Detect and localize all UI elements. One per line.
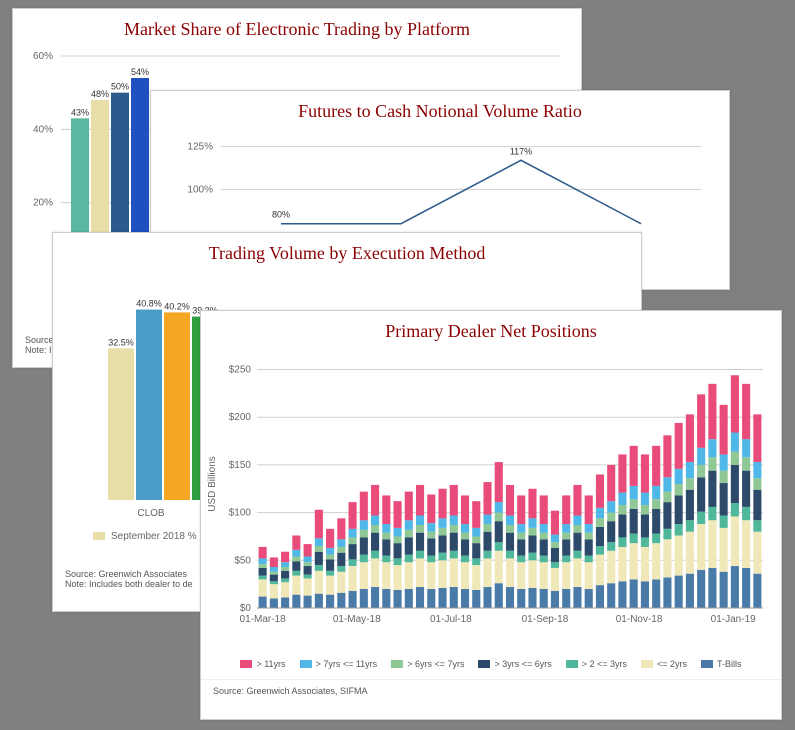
primary-dealer-source: Source: Greenwich Associates, SIFMA <box>201 679 781 700</box>
legend-swatch <box>391 660 403 668</box>
svg-text:01-Sep-18: 01-Sep-18 <box>522 614 569 625</box>
svg-text:USD Billions: USD Billions <box>207 456 218 512</box>
primary-dealer-title: Primary Dealer Net Positions <box>201 311 781 348</box>
svg-text:CLOB: CLOB <box>137 508 165 519</box>
svg-text:40.8%: 40.8% <box>136 299 162 309</box>
svg-text:50%: 50% <box>111 82 129 92</box>
legend-swatch <box>701 660 713 668</box>
legend-label: <= 2yrs <box>657 659 687 669</box>
svg-text:$250: $250 <box>229 365 252 376</box>
legend-swatch <box>566 660 578 668</box>
primary-dealer-chart: $0 $50 $100 $150 $200 $250 USD Billions 01-Mar-… <box>201 348 783 648</box>
svg-text:01-May-18: 01-May-18 <box>333 614 381 625</box>
svg-text:01-Mar-18: 01-Mar-18 <box>240 614 287 625</box>
svg-text:40.2%: 40.2% <box>164 301 190 311</box>
svg-text:32.5%: 32.5% <box>108 337 134 347</box>
legend-item: > 11yrs <box>240 659 285 669</box>
market-share-title: Market Share of Electronic Trading by Pl… <box>13 9 581 46</box>
svg-text:125%: 125% <box>187 142 213 153</box>
legend-item: > 6yrs <= 7yrs <box>391 659 464 669</box>
svg-text:60%: 60% <box>33 51 53 62</box>
legend-item: > 3yrs <= 6yrs <box>478 659 551 669</box>
legend-swatch <box>300 660 312 668</box>
svg-text:40%: 40% <box>33 124 53 135</box>
legend-label: > 3yrs <= 6yrs <box>494 659 551 669</box>
svg-text:$150: $150 <box>229 460 252 471</box>
svg-text:48%: 48% <box>91 89 109 99</box>
svg-text:September 2018 %: September 2018 % <box>111 531 197 542</box>
svg-text:01-Nov-18: 01-Nov-18 <box>616 614 663 625</box>
primary-dealer-legend: > 11yrs > 7yrs <= 11yrs > 6yrs <= 7yrs > 3y… <box>201 653 781 675</box>
legend-label: > 11yrs <box>256 659 285 669</box>
legend-label: > 6yrs <= 7yrs <box>407 659 464 669</box>
svg-text:01-Jul-18: 01-Jul-18 <box>430 614 472 625</box>
svg-text:117%: 117% <box>510 146 532 156</box>
trading-volume-title: Trading Volume by Execution Method <box>53 233 641 270</box>
svg-text:$100: $100 <box>229 508 252 519</box>
legend-swatch <box>641 660 653 668</box>
legend-swatch <box>478 660 490 668</box>
legend-swatch <box>240 660 252 668</box>
svg-text:$200: $200 <box>229 412 252 423</box>
svg-text:$50: $50 <box>234 555 251 566</box>
legend-label: T-Bills <box>717 659 742 669</box>
svg-text:100%: 100% <box>187 184 213 195</box>
futures-ratio-title: Futures to Cash Notional Volume Ratio <box>151 91 729 128</box>
legend-label: > 7yrs <= 11yrs <box>316 659 378 669</box>
legend-label: > 2 <= 3yrs <box>582 659 627 669</box>
svg-text:01-Jan-19: 01-Jan-19 <box>711 614 756 625</box>
legend-item: > 7yrs <= 11yrs <box>300 659 378 669</box>
legend-item: T-Bills <box>701 659 742 669</box>
svg-text:$0: $0 <box>240 603 252 614</box>
svg-text:80%: 80% <box>272 210 290 220</box>
legend-item: <= 2yrs <box>641 659 687 669</box>
legend-item: > 2 <= 3yrs <box>566 659 627 669</box>
svg-text:20%: 20% <box>33 198 53 209</box>
svg-text:43%: 43% <box>71 107 89 117</box>
svg-text:54%: 54% <box>131 67 149 77</box>
primary-dealer-card: Primary Dealer Net Positions $0 $50 $100 $1… <box>200 310 782 720</box>
